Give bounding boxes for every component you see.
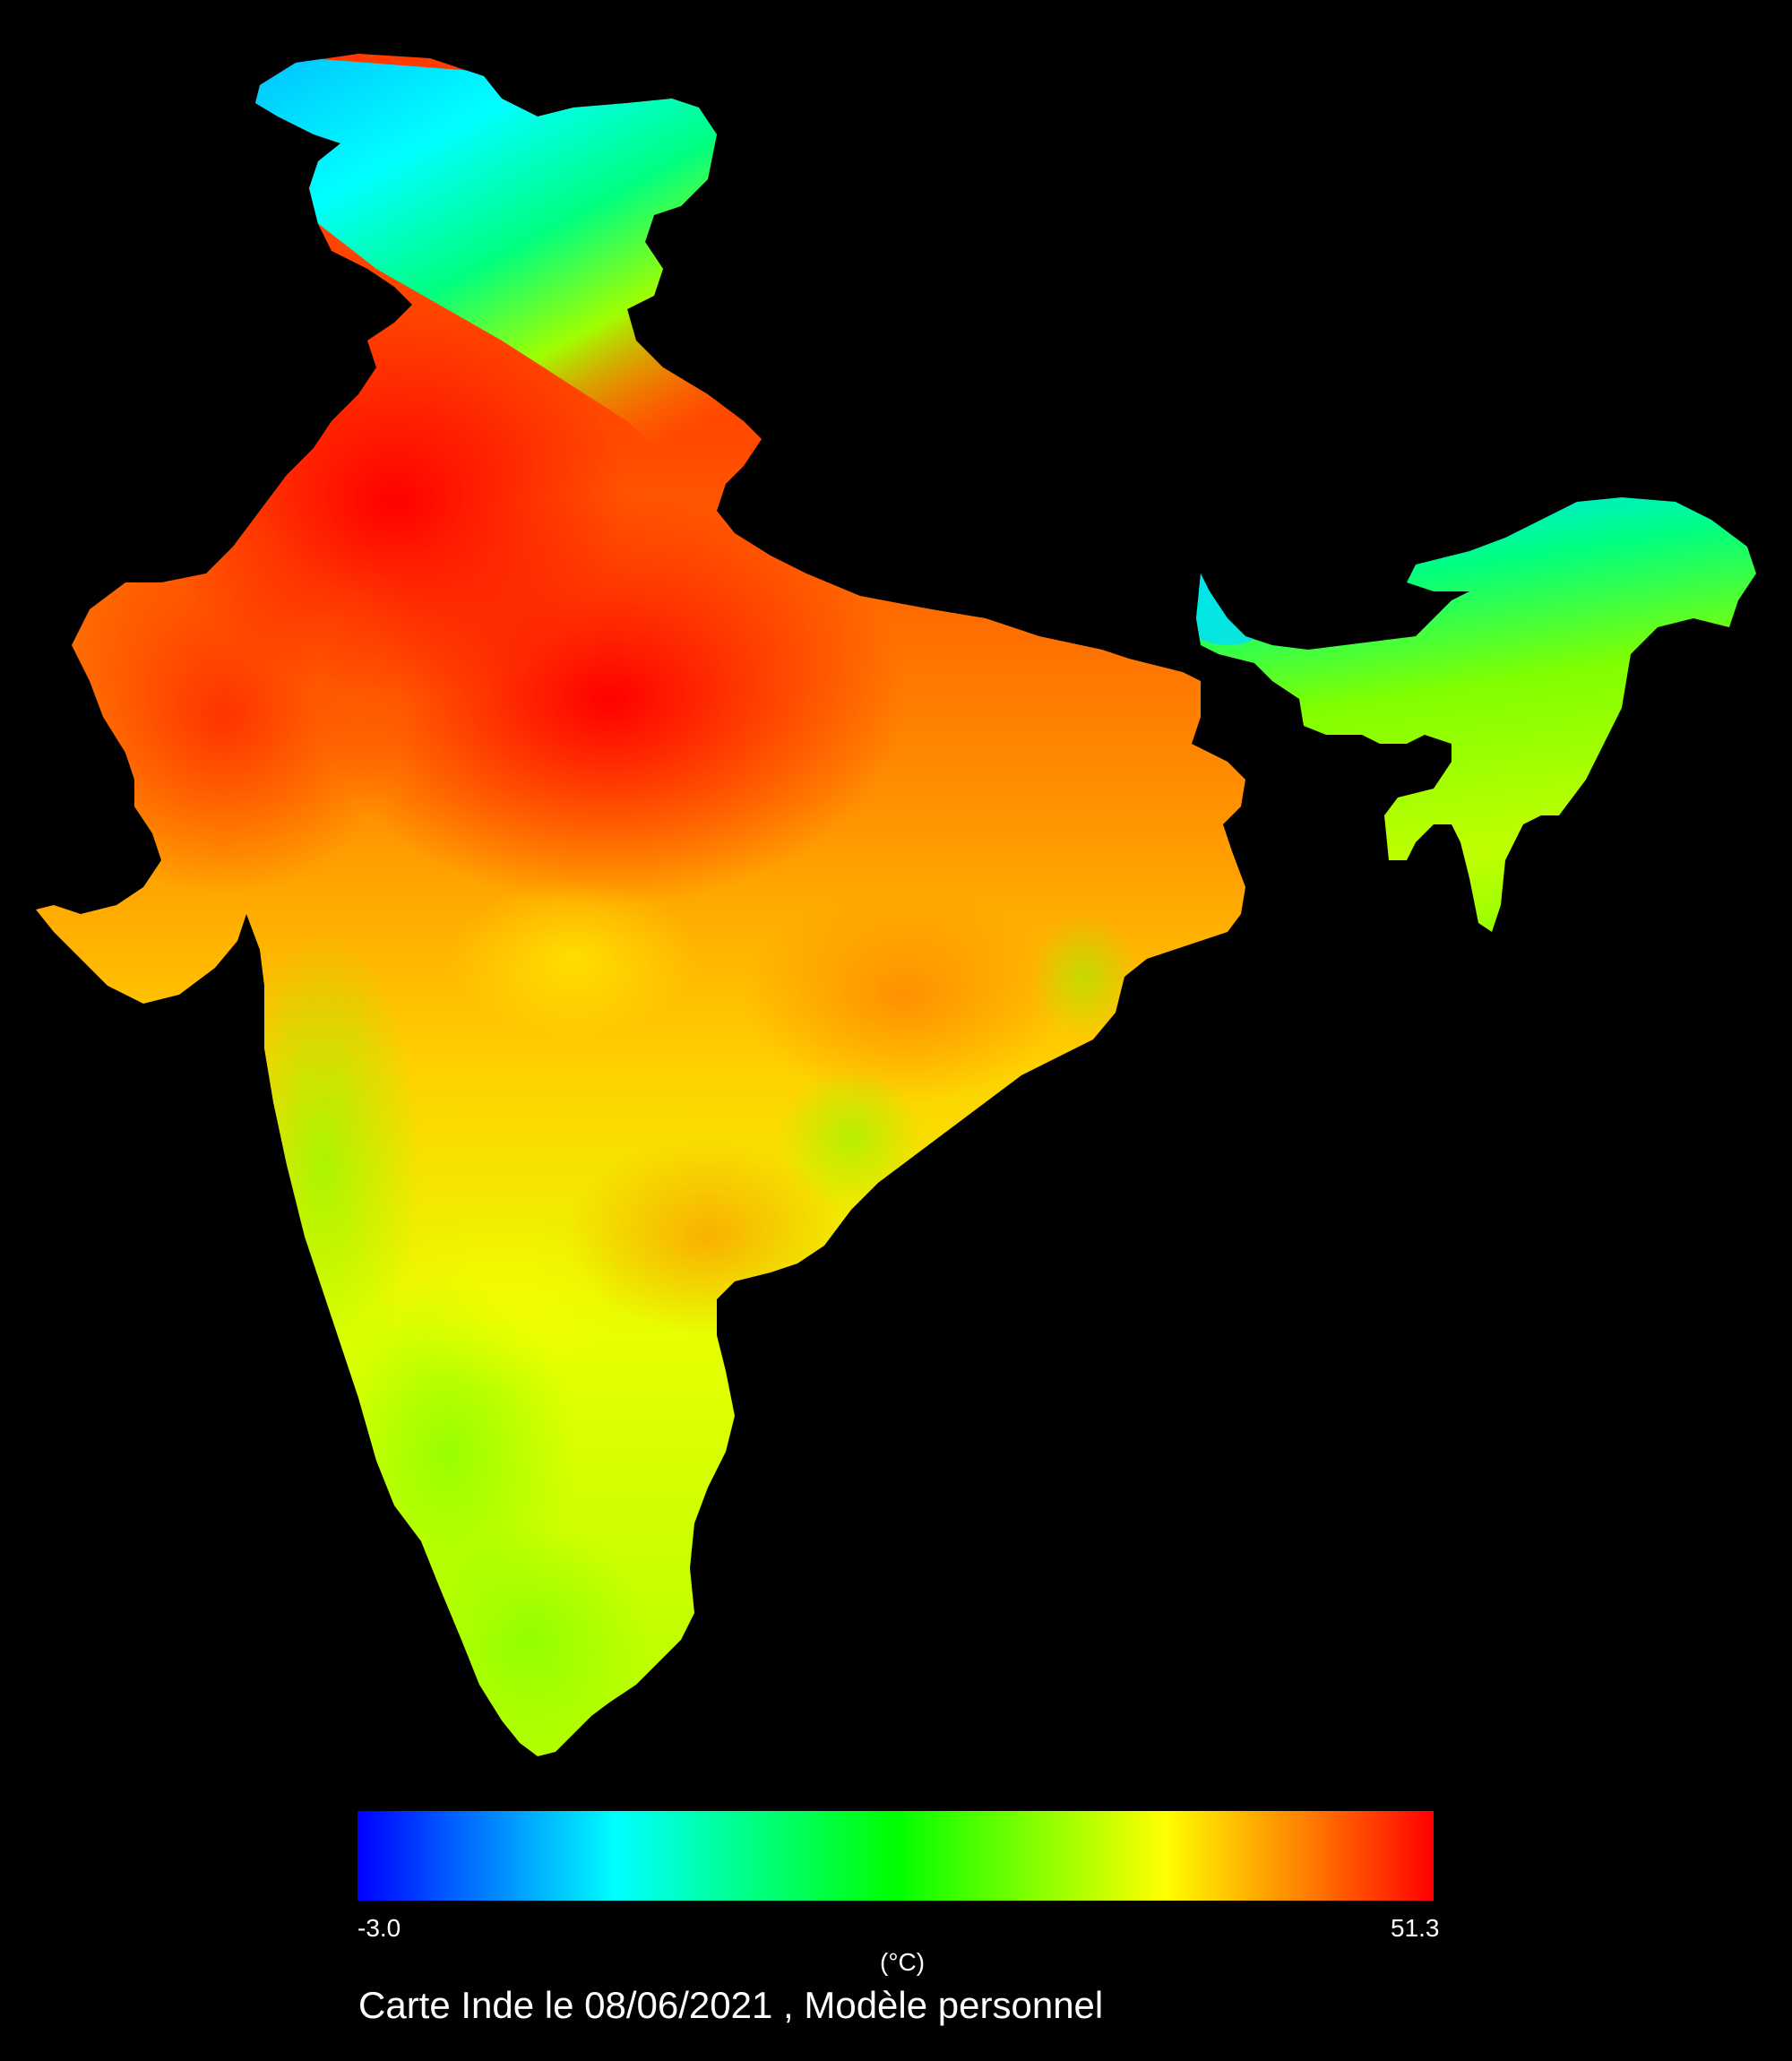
colorbar	[358, 1811, 1434, 1901]
colorbar-max-label: 51.3	[1391, 1914, 1440, 1942]
temperature-map	[36, 54, 1756, 1756]
colorbar-unit-label: (°C)	[880, 1948, 926, 1976]
india-mainland	[36, 54, 1245, 1756]
colorbar-min-label: -3.0	[358, 1914, 401, 1942]
map-caption: Carte Inde le 08/06/2021 , Modèle person…	[358, 1984, 1104, 2026]
india-northeast	[1196, 497, 1756, 932]
